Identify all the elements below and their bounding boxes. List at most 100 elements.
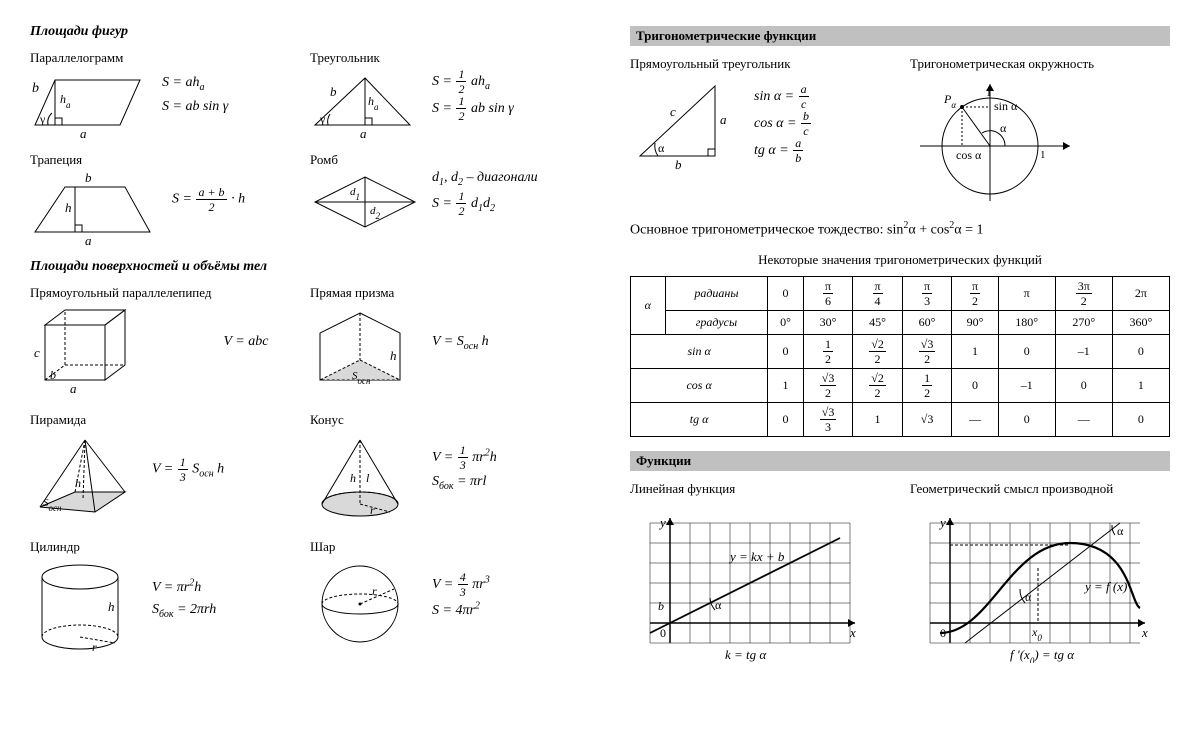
label-r: r — [92, 640, 97, 654]
sphere-f1: V = 43 πr3 — [432, 577, 490, 592]
label-b: b — [32, 81, 39, 96]
table-caption: Некоторые значения тригонометрических фу… — [630, 252, 1170, 268]
parallelogram-formulas: S = aha S = ab sin γ — [162, 72, 228, 118]
trig-cell: 0 — [1112, 403, 1169, 437]
label-g: γ — [319, 112, 326, 126]
trig-cell: 1 — [952, 335, 998, 369]
label-k: k = tg α — [725, 647, 767, 662]
label-x0: x0 — [1031, 625, 1042, 643]
cone-formulas: V = 13 πr2h Sбок = πrl — [432, 444, 497, 495]
trig-cell: 1 — [853, 403, 903, 437]
sphere-formulas: V = 43 πr3 S = 4πr2 — [432, 571, 490, 622]
trig-cell: –1 — [998, 369, 1055, 403]
cylinder-cell: Цилиндр h r V = πr2h Sбок = 2πrh — [30, 539, 290, 659]
parallelogram-f1: S = aha — [162, 75, 204, 90]
trig-cell: 180° — [998, 311, 1055, 335]
trig-cell: π3 — [902, 277, 952, 311]
label-a: a — [720, 112, 727, 127]
label-P: Pα — [943, 92, 956, 110]
rhombus-formulas: d1, d2 – диагонали S = 12 d1d2 — [432, 167, 538, 218]
linear-title: Линейная функция — [630, 481, 735, 497]
label-a: a — [360, 126, 367, 140]
label-al: α — [715, 598, 722, 612]
label-y: y — [938, 515, 946, 530]
cell-sin-label: sin α — [631, 335, 768, 369]
trapezoid-f1: S = a + b2 · h — [172, 186, 245, 213]
triangle-cell: Треугольник b ha γ a S = 12 aha S = 12 a — [310, 50, 570, 140]
trig-cell: π4 — [853, 277, 903, 311]
box-title: Прямоугольный параллелепипед — [30, 285, 211, 301]
label-al: α — [1025, 590, 1032, 604]
trig-cell: √33 — [803, 403, 853, 437]
label-zero: 0 — [660, 626, 666, 640]
unit-circle-title: Тригонометрическая окружность — [910, 56, 1094, 72]
label-a: a — [80, 126, 87, 140]
unit-circle-figure: Pα sin α α cos α 1 1 — [910, 76, 1080, 206]
label-y: y — [658, 515, 666, 530]
trig-identity: Основное тригонометрическое тождество: s… — [630, 218, 1170, 242]
label-a: a — [70, 381, 77, 396]
triangle-f2: S = 12 ab sin γ — [432, 101, 514, 116]
trig-cell: 12 — [803, 335, 853, 369]
trig-cell: 12 — [902, 369, 952, 403]
trig-cell: — — [1055, 403, 1112, 437]
heading-trig: Тригонометрические функции — [630, 26, 1170, 46]
trig-cell: 0 — [998, 403, 1055, 437]
trig-cell: 0 — [768, 277, 804, 311]
trig-cell: 2π — [1112, 277, 1169, 311]
label-ha: ha — [368, 94, 379, 112]
label-x: x — [1141, 625, 1148, 640]
row-rad: α радианы 0π6π4π3π2π3π22π — [631, 277, 1170, 311]
trig-cell: 0 — [952, 369, 998, 403]
box-cell: Прямоугольный параллелепипед c b a V = a… — [30, 285, 290, 400]
label-al2: α — [1117, 524, 1124, 538]
linear-cell: Линейная функция α b 0 y x — [630, 481, 890, 663]
trig-cell: — — [952, 403, 998, 437]
trig-cell: 0 — [1055, 369, 1112, 403]
trig-cell: 60° — [902, 311, 952, 335]
cylinder-title: Цилиндр — [30, 539, 140, 555]
prism-cell: Прямая призма h Sосн V = Sосн h — [310, 285, 570, 400]
trig-table-wrap: α радианы 0π6π4π3π2π3π22π градусы 0°30°4… — [630, 270, 1170, 437]
cylinder-f2: Sбок = 2πrh — [152, 602, 216, 617]
row-sin: sin α012√22√3210–10 — [631, 335, 1170, 369]
pyramid-cell: Пирамида h Sосн V = 13 Sосн h — [30, 412, 290, 527]
label-cos: cos α — [956, 148, 982, 162]
trig-cell: 45° — [853, 311, 903, 335]
sphere-f2: S = 4πr2 — [432, 603, 480, 618]
label-b: b — [50, 368, 56, 382]
prism-f1: V = Sосн h — [432, 331, 489, 355]
cell-tg-label: tg α — [631, 403, 768, 437]
trig-cell: π2 — [952, 277, 998, 311]
row-cos: cos α1√32√22120–101 — [631, 369, 1170, 403]
cone-f2: Sбок = πrl — [432, 474, 486, 489]
trig-table: α радианы 0π6π4π3π2π3π22π градусы 0°30°4… — [630, 276, 1170, 437]
label-h: h — [390, 348, 397, 363]
right-triangle-cell: Прямоугольный треугольник c a b α s — [630, 56, 890, 171]
cylinder-formulas: V = πr2h Sбок = 2πrh — [152, 575, 216, 623]
deriv-title: Геометрический смысл производной — [910, 481, 1113, 497]
f-cos: cos α = bc — [754, 116, 812, 131]
trig-cell: π — [998, 277, 1055, 311]
label-b: b — [658, 599, 664, 613]
parallelogram-figure: b ha γ a — [30, 70, 150, 140]
prism-title: Прямая призма — [310, 285, 420, 301]
label-h: h — [65, 200, 72, 215]
triangle-formulas: S = 12 aha S = 12 ab sin γ — [432, 68, 514, 122]
label-sin: sin α — [994, 99, 1018, 113]
sphere-title: Шар — [310, 539, 420, 555]
parallelogram-f2: S = ab sin γ — [162, 99, 228, 114]
box-figure: c b a — [30, 305, 140, 400]
label-h: h — [75, 476, 81, 490]
right-triangle-figure: c a b α — [630, 76, 740, 171]
cell-deg-label: градусы — [665, 311, 768, 335]
trig-cell: 0° — [768, 311, 804, 335]
label-one2: 1 — [1040, 149, 1046, 161]
label-eq: y = f (x) — [1083, 579, 1127, 594]
trig-cell: π6 — [803, 277, 853, 311]
rhombus-title: Ромб — [310, 152, 420, 168]
label-r: r — [370, 503, 375, 517]
label-b: b — [330, 84, 337, 99]
parallelogram-title: Параллелограмм — [30, 50, 150, 66]
trig-cell: 0 — [998, 335, 1055, 369]
